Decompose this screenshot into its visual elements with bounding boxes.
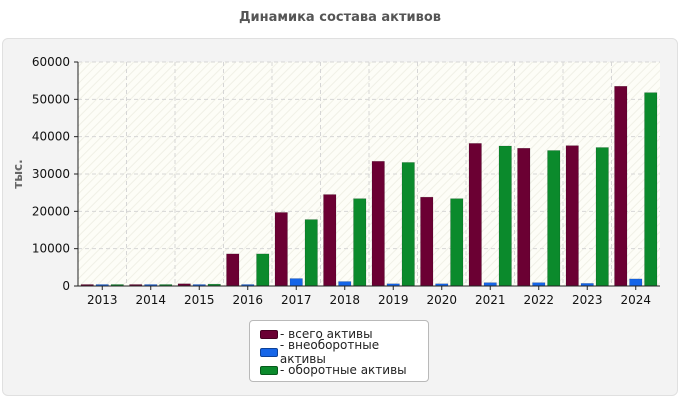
bar-total-2019 bbox=[371, 161, 385, 287]
x-tick-label: 2023 bbox=[572, 293, 603, 307]
bar-current-2023 bbox=[595, 147, 609, 287]
bar-total-2017 bbox=[274, 212, 288, 287]
bar-current-2021 bbox=[498, 145, 512, 287]
x-tick-label: 2014 bbox=[135, 293, 166, 307]
bar-noncurrent-2024 bbox=[629, 278, 643, 287]
bar-current-2020 bbox=[450, 198, 464, 287]
x-tick-label: 2024 bbox=[620, 293, 651, 307]
bar-current-2018 bbox=[353, 198, 367, 287]
bar-current-2022 bbox=[547, 150, 561, 287]
x-tick-label: 2017 bbox=[281, 293, 312, 307]
bar-noncurrent-2018 bbox=[338, 281, 352, 287]
x-tick-label: 2013 bbox=[87, 293, 118, 307]
legend: - всего активы - внеоборотные активы - о… bbox=[249, 320, 429, 382]
gridlines bbox=[78, 61, 660, 286]
bar-current-2016 bbox=[256, 253, 270, 287]
chart-title: Динамика состава активов bbox=[238, 10, 442, 25]
legend-swatch-current bbox=[260, 365, 278, 375]
bar-noncurrent-2021 bbox=[483, 282, 497, 287]
bar-total-2023 bbox=[565, 145, 579, 287]
y-tick-label: 30000 bbox=[32, 167, 70, 181]
bar-total-2022 bbox=[517, 147, 531, 287]
bar-current-2024 bbox=[644, 92, 658, 287]
axes bbox=[74, 61, 660, 290]
bar-noncurrent-2017 bbox=[289, 278, 303, 287]
bar-current-2019 bbox=[401, 162, 415, 287]
bar-total-2018 bbox=[323, 194, 337, 287]
legend-item-total: - всего активы bbox=[260, 325, 428, 343]
y-tick-label: 50000 bbox=[32, 92, 70, 106]
x-tick-label: 2018 bbox=[329, 293, 360, 307]
x-tick-label: 2015 bbox=[184, 293, 215, 307]
y-tick-label: 60000 bbox=[32, 55, 70, 69]
legend-label-current: - оборотные активы bbox=[280, 363, 407, 377]
y-tick-labels: 0 10000 20000 30000 40000 50000 60000 bbox=[32, 55, 70, 293]
legend-label-total: - всего активы bbox=[280, 327, 373, 341]
bar-noncurrent-2022 bbox=[532, 282, 546, 287]
x-tick-label: 2019 bbox=[378, 293, 409, 307]
x-tick-label: 2021 bbox=[475, 293, 506, 307]
bar-current-2017 bbox=[304, 219, 318, 287]
x-tick-label: 2016 bbox=[232, 293, 263, 307]
y-axis-label: тыс. bbox=[11, 159, 25, 188]
bar-total-2021 bbox=[468, 143, 482, 287]
y-tick-label: 40000 bbox=[32, 130, 70, 144]
x-tick-labels: 2013 2014 2015 2016 2017 2018 2019 2020 2021 2022… bbox=[87, 293, 651, 307]
y-tick-label: 10000 bbox=[32, 242, 70, 256]
legend-item-noncurrent: - внеоборотные активы bbox=[260, 338, 428, 366]
legend-label-noncurrent: - внеоборотные активы bbox=[279, 338, 380, 366]
bar-total-2020 bbox=[420, 196, 434, 287]
legend-swatch-noncurrent bbox=[260, 347, 278, 357]
y-tick-label: 20000 bbox=[32, 204, 70, 218]
legend-swatch-total bbox=[260, 329, 278, 339]
x-tick-label: 2020 bbox=[426, 293, 457, 307]
x-tick-label: 2022 bbox=[523, 293, 554, 307]
legend-item-current: - оборотные активы bbox=[260, 361, 428, 379]
bar-total-2024 bbox=[614, 86, 628, 287]
bars bbox=[80, 86, 658, 287]
bar-total-2016 bbox=[226, 253, 240, 287]
y-tick-label: 0 bbox=[62, 279, 70, 293]
